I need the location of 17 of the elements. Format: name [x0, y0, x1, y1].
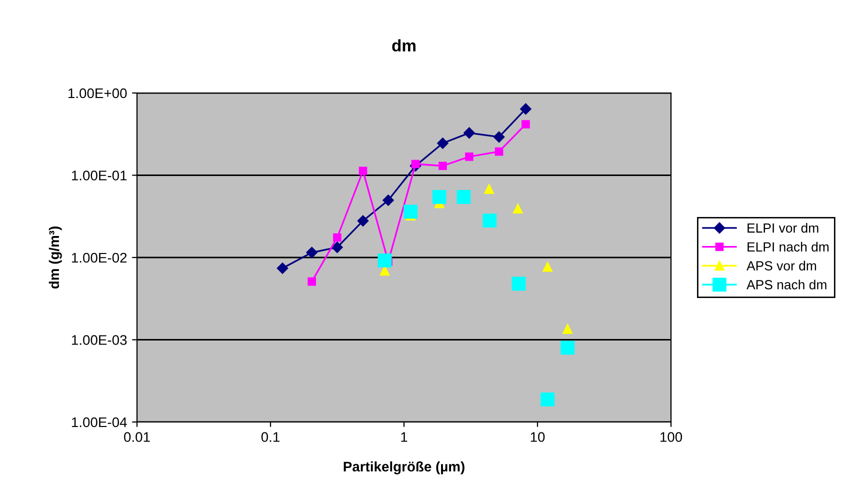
- legend-label: ELPI vor dm: [748, 223, 818, 233]
- x-tick-label: 100: [660, 432, 682, 442]
- x-tick-label: 1: [401, 432, 408, 442]
- legend-label: APS nach dm: [746, 280, 826, 290]
- y-tick-label: 1.00E-01: [72, 170, 127, 180]
- x-tick-label: 10: [530, 432, 545, 442]
- x-tick-label: 0.01: [124, 432, 150, 442]
- legend-label: ELPI nach dm: [748, 242, 829, 252]
- legend-label: APS vor dm: [746, 260, 816, 270]
- y-tick-label: 1.00E-03: [72, 335, 127, 345]
- chart-title: dm: [392, 39, 416, 52]
- y-tick-label: 1.00E-04: [72, 417, 127, 428]
- y-tick-label: 1.00E-02: [72, 252, 127, 263]
- y-axis-title: dm (g/m³): [48, 226, 62, 289]
- y-tick-label: 1.00E+00: [68, 88, 127, 98]
- x-axis-title: Partikelgröße (µm): [344, 461, 464, 474]
- x-tick-label: 0.1: [261, 432, 280, 442]
